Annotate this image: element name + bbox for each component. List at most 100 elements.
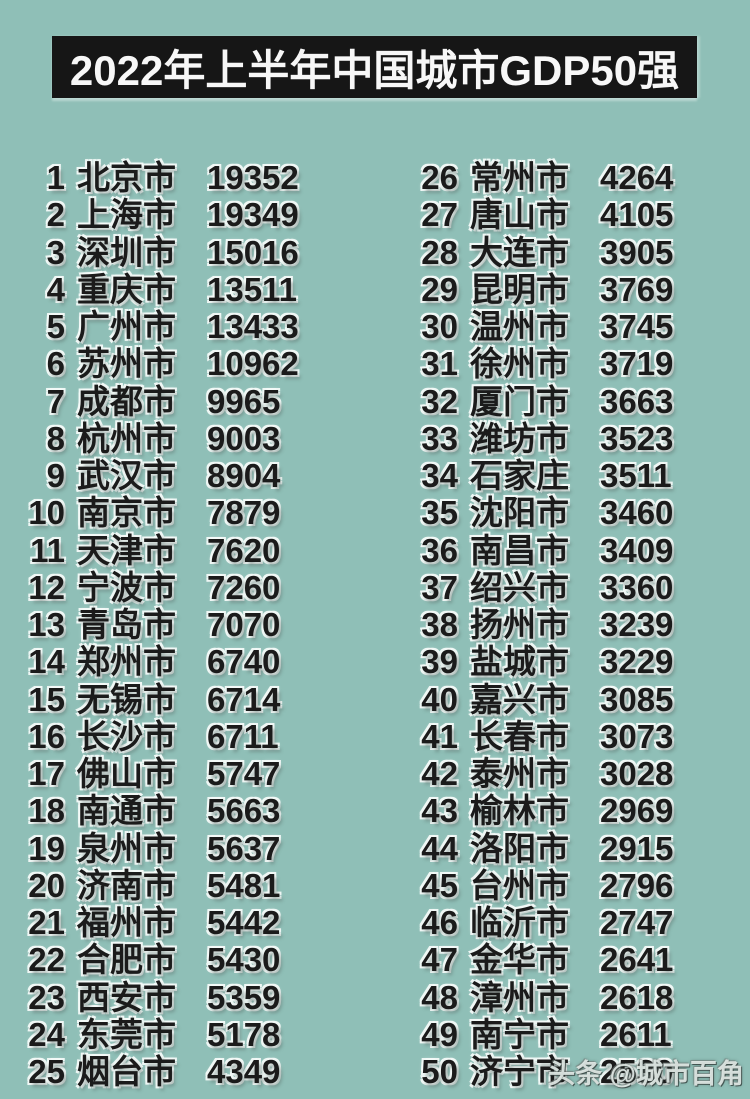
city-name: 泰州市 xyxy=(470,755,569,793)
ranking-row: 40 嘉兴市 3085 xyxy=(413,681,673,718)
gdp-value: 2747 xyxy=(600,904,674,942)
gdp-value: 7620 xyxy=(207,531,281,569)
gdp-value: 6714 xyxy=(207,680,281,718)
ranking-row: 33 潍坊市 3523 xyxy=(413,420,673,457)
city-name: 福州市 xyxy=(77,904,176,942)
rank-number: 41 xyxy=(421,717,458,755)
city-name: 榆林市 xyxy=(470,792,569,830)
rank-number: 16 xyxy=(28,717,65,755)
gdp-value: 2618 xyxy=(600,978,674,1016)
rank-number: 29 xyxy=(421,270,458,308)
rank-number: 7 xyxy=(46,382,65,420)
ranking-row: 25 烟台市 4349 xyxy=(20,1053,299,1090)
rank-number: 19 xyxy=(28,829,65,867)
ranking-row: 8 杭州市 9003 xyxy=(20,420,299,457)
gdp-value: 3229 xyxy=(600,643,674,681)
city-name: 烟台市 xyxy=(77,1053,176,1091)
rank-number: 23 xyxy=(28,978,65,1016)
rank-number: 9 xyxy=(46,457,65,495)
rank-number: 36 xyxy=(421,531,458,569)
rank-number: 3 xyxy=(46,233,65,271)
ranking-row: 49 南宁市 2611 xyxy=(413,1016,673,1053)
ranking-row: 13 青岛市 7070 xyxy=(20,606,299,643)
city-name: 沈阳市 xyxy=(470,494,569,532)
gdp-value: 9003 xyxy=(207,419,281,457)
city-name: 济南市 xyxy=(77,866,176,904)
ranking-row: 31 徐州市 3719 xyxy=(413,345,673,382)
watermark: 头条 @城市百角 xyxy=(548,1059,744,1089)
rank-number: 5 xyxy=(46,308,65,346)
ranking-row: 5 广州市 13433 xyxy=(20,308,299,345)
gdp-value: 2611 xyxy=(600,1015,672,1053)
ranking-row: 29 昆明市 3769 xyxy=(413,271,673,308)
rank-number: 31 xyxy=(421,345,458,383)
gdp-value: 5481 xyxy=(207,866,281,904)
ranking-row: 22 合肥市 5430 xyxy=(20,941,299,978)
rank-number: 35 xyxy=(421,494,458,532)
gdp-value: 6711 xyxy=(207,717,279,755)
gdp-value: 10962 xyxy=(207,345,299,383)
ranking-row: 28 大连市 3905 xyxy=(413,234,673,271)
ranking-row: 1 北京市 19352 xyxy=(20,159,299,196)
city-name: 合肥市 xyxy=(77,941,176,979)
rank-number: 24 xyxy=(28,1015,65,1053)
ranking-row: 7 成都市 9965 xyxy=(20,383,299,420)
gdp-value: 7070 xyxy=(207,606,281,644)
ranking-column-left: 1 北京市 19352 2 上海市 19349 3 深圳市 15016 4 重庆… xyxy=(20,159,299,1090)
city-name: 长沙市 xyxy=(77,717,176,755)
ranking-row: 23 西安市 5359 xyxy=(20,979,299,1016)
ranking-row: 50 济宁市 2530 xyxy=(413,1053,673,1090)
city-name: 上海市 xyxy=(77,196,176,234)
gdp-value: 19349 xyxy=(207,196,299,234)
city-name: 重庆市 xyxy=(77,270,176,308)
rank-number: 18 xyxy=(28,792,65,830)
gdp-value: 3663 xyxy=(600,382,674,420)
rank-number: 25 xyxy=(28,1053,65,1091)
city-name: 天津市 xyxy=(77,531,176,569)
city-name: 台州市 xyxy=(470,866,569,904)
city-name: 南宁市 xyxy=(470,1015,569,1053)
page-title: 2022年上半年中国城市GDP50强 xyxy=(69,46,680,94)
gdp-value: 3073 xyxy=(600,717,674,755)
gdp-value: 3460 xyxy=(600,494,674,532)
rank-number: 8 xyxy=(46,419,65,457)
rank-number: 12 xyxy=(28,568,65,606)
ranking-row: 21 福州市 5442 xyxy=(20,904,299,941)
gdp-value: 2641 xyxy=(600,941,674,979)
city-name: 南通市 xyxy=(77,792,176,830)
rank-number: 50 xyxy=(421,1053,458,1091)
rank-number: 40 xyxy=(421,680,458,718)
ranking-row: 34 石家庄 3511 xyxy=(413,457,673,494)
city-name: 长春市 xyxy=(470,717,569,755)
rank-number: 49 xyxy=(421,1015,458,1053)
city-name: 东莞市 xyxy=(77,1015,176,1053)
rank-number: 11 xyxy=(30,531,65,569)
ranking-row: 35 沈阳市 3460 xyxy=(413,494,673,531)
gdp-value: 3745 xyxy=(600,308,674,346)
ranking-row: 48 漳州市 2618 xyxy=(413,979,673,1016)
gdp-value: 9965 xyxy=(207,382,281,420)
rank-number: 34 xyxy=(421,457,458,495)
city-name: 济宁市 xyxy=(470,1053,569,1091)
city-name: 武汉市 xyxy=(77,457,176,495)
city-name: 金华市 xyxy=(470,941,569,979)
ranking-row: 9 武汉市 8904 xyxy=(20,457,299,494)
city-name: 杭州市 xyxy=(77,419,176,457)
gdp-value: 5663 xyxy=(207,792,281,830)
ranking-row: 26 常州市 4264 xyxy=(413,159,673,196)
gdp-value: 2915 xyxy=(600,829,674,867)
rank-number: 15 xyxy=(28,680,65,718)
rank-number: 28 xyxy=(421,233,458,271)
city-name: 成都市 xyxy=(77,382,176,420)
ranking-row: 2 上海市 19349 xyxy=(20,196,299,233)
rank-number: 37 xyxy=(421,568,458,606)
gdp-value: 3511 xyxy=(600,457,672,495)
rank-number: 38 xyxy=(421,606,458,644)
ranking-row: 39 盐城市 3229 xyxy=(413,643,673,680)
city-name: 北京市 xyxy=(77,159,176,197)
ranking-row: 32 厦门市 3663 xyxy=(413,383,673,420)
title-banner: 2022年上半年中国城市GDP50强 xyxy=(52,36,697,98)
city-name: 嘉兴市 xyxy=(470,680,569,718)
ranking-row: 27 唐山市 4105 xyxy=(413,196,673,233)
